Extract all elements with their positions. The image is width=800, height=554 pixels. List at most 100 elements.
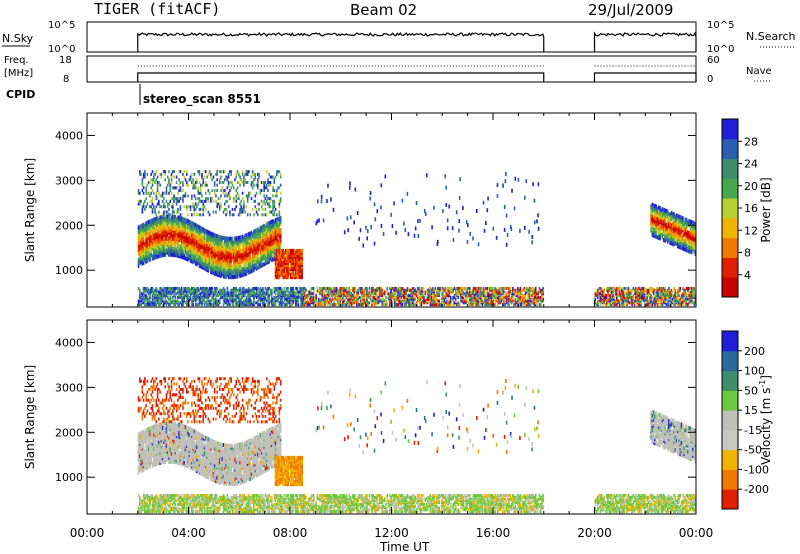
- heatmap-cell: [194, 299, 197, 303]
- heatmap-cell: [240, 295, 243, 299]
- heatmap-cell: [206, 299, 208, 303]
- heatmap-cell: [142, 224, 145, 229]
- heatmap-cell: [298, 271, 301, 276]
- heatmap-cell: [177, 221, 179, 226]
- heatmap-cell: [260, 247, 263, 252]
- heatmap-cell: [279, 232, 282, 237]
- heatmap-cell: [254, 255, 257, 260]
- heatmap-cell: [273, 301, 276, 305]
- heatmap-cell: [296, 271, 298, 276]
- heatmap-cell: [199, 213, 202, 217]
- heatmap-cell: [168, 303, 170, 307]
- heatmap-cell: [292, 271, 295, 276]
- heatmap-cell: [230, 172, 232, 176]
- heatmap-cell: [139, 290, 141, 294]
- heatmap-cell: [255, 250, 258, 255]
- heatmap-cell: [169, 238, 172, 243]
- heatmap-cell: [216, 250, 219, 255]
- heatmap-cell: [198, 251, 201, 256]
- heatmap-cell: [198, 303, 201, 307]
- heatmap-cell: [273, 303, 276, 307]
- heatmap-cell: [240, 259, 243, 264]
- heatmap-cell: [150, 199, 153, 203]
- heatmap-cell: [155, 244, 158, 249]
- heatmap-cell: [212, 240, 215, 245]
- heatmap-cell: [147, 230, 150, 235]
- heatmap-cell: [225, 236, 227, 241]
- heatmap-cell: [227, 303, 230, 307]
- heatmap-cell: [178, 215, 180, 220]
- heatmap-cell: [168, 180, 170, 184]
- heatmap-cell: [170, 240, 173, 245]
- heatmap-cell: [222, 264, 225, 269]
- heatmap-cell: [193, 297, 196, 301]
- heatmap-cell: [216, 170, 219, 174]
- heatmap-cell: [227, 250, 230, 255]
- heatmap-cell: [279, 191, 282, 195]
- heatmap-cell: [278, 186, 281, 190]
- heatmap-cell: [227, 299, 230, 303]
- heatmap-cell: [300, 269, 302, 274]
- heatmap-cell: [298, 261, 301, 266]
- heatmap-cell: [257, 303, 259, 307]
- heatmap-cell: [246, 301, 249, 305]
- heatmap-cell: [239, 271, 241, 276]
- heatmap-cell: [220, 235, 222, 240]
- heatmap-cell: [224, 240, 226, 245]
- heatmap-cell: [174, 295, 177, 299]
- heatmap-cell: [243, 294, 245, 298]
- heatmap-cell: [210, 249, 212, 254]
- heatmap-cell: [185, 290, 188, 294]
- heatmap-cell: [159, 172, 161, 176]
- heatmap-cell: [210, 241, 212, 246]
- heatmap-cell: [173, 210, 175, 214]
- heatmap-cell: [203, 266, 206, 271]
- heatmap-cell: [141, 189, 144, 193]
- heatmap-cell: [159, 223, 161, 228]
- heatmap-cell: [194, 255, 197, 260]
- heatmap-cell: [156, 216, 159, 221]
- heatmap-cell: [264, 292, 267, 296]
- heatmap-cell: [173, 220, 175, 225]
- heatmap-cell: [273, 220, 276, 225]
- heatmap-cell: [173, 246, 175, 251]
- heatmap-cell: [196, 295, 198, 299]
- heatmap-cell: [160, 243, 163, 248]
- heatmap-cell: [287, 294, 290, 298]
- heatmap-cell: [142, 238, 145, 243]
- heatmap-cell: [224, 178, 226, 182]
- heatmap-cell: [244, 180, 246, 184]
- heatmap-cell: [232, 299, 235, 303]
- heatmap-cell: [142, 288, 145, 292]
- heatmap-cell: [216, 248, 219, 253]
- heatmap-cell: [156, 228, 159, 233]
- heatmap-cell: [227, 194, 230, 198]
- heatmap-cell: [267, 241, 269, 246]
- heatmap-cell: [145, 255, 147, 260]
- heatmap-cell: [263, 233, 265, 238]
- heatmap-cell: [145, 229, 147, 234]
- heatmap-cell: [295, 263, 297, 268]
- heatmap-cell: [226, 199, 229, 203]
- heatmap-cell: [221, 249, 224, 254]
- heatmap-cell: [251, 268, 254, 273]
- heatmap-cell: [211, 197, 213, 201]
- heatmap-cell: [272, 249, 274, 254]
- heatmap-cell: [201, 255, 203, 260]
- heatmap-cell: [250, 241, 253, 246]
- heatmap-cell: [278, 286, 281, 290]
- heatmap-cell: [188, 295, 191, 299]
- heatmap-cell: [277, 233, 279, 238]
- heatmap-cell: [192, 205, 194, 209]
- heatmap-cell: [182, 241, 184, 246]
- heatmap-cell: [151, 240, 154, 245]
- heatmap-cell: [227, 260, 230, 265]
- heatmap-cell: [298, 267, 301, 272]
- heatmap-cell: [268, 303, 271, 307]
- heatmap-cell: [283, 297, 286, 301]
- heatmap-cell: [281, 303, 283, 307]
- heatmap-cell: [180, 303, 183, 307]
- heatmap-cell: [180, 228, 183, 233]
- heatmap-cell: [201, 244, 203, 249]
- heatmap-cell: [144, 175, 146, 179]
